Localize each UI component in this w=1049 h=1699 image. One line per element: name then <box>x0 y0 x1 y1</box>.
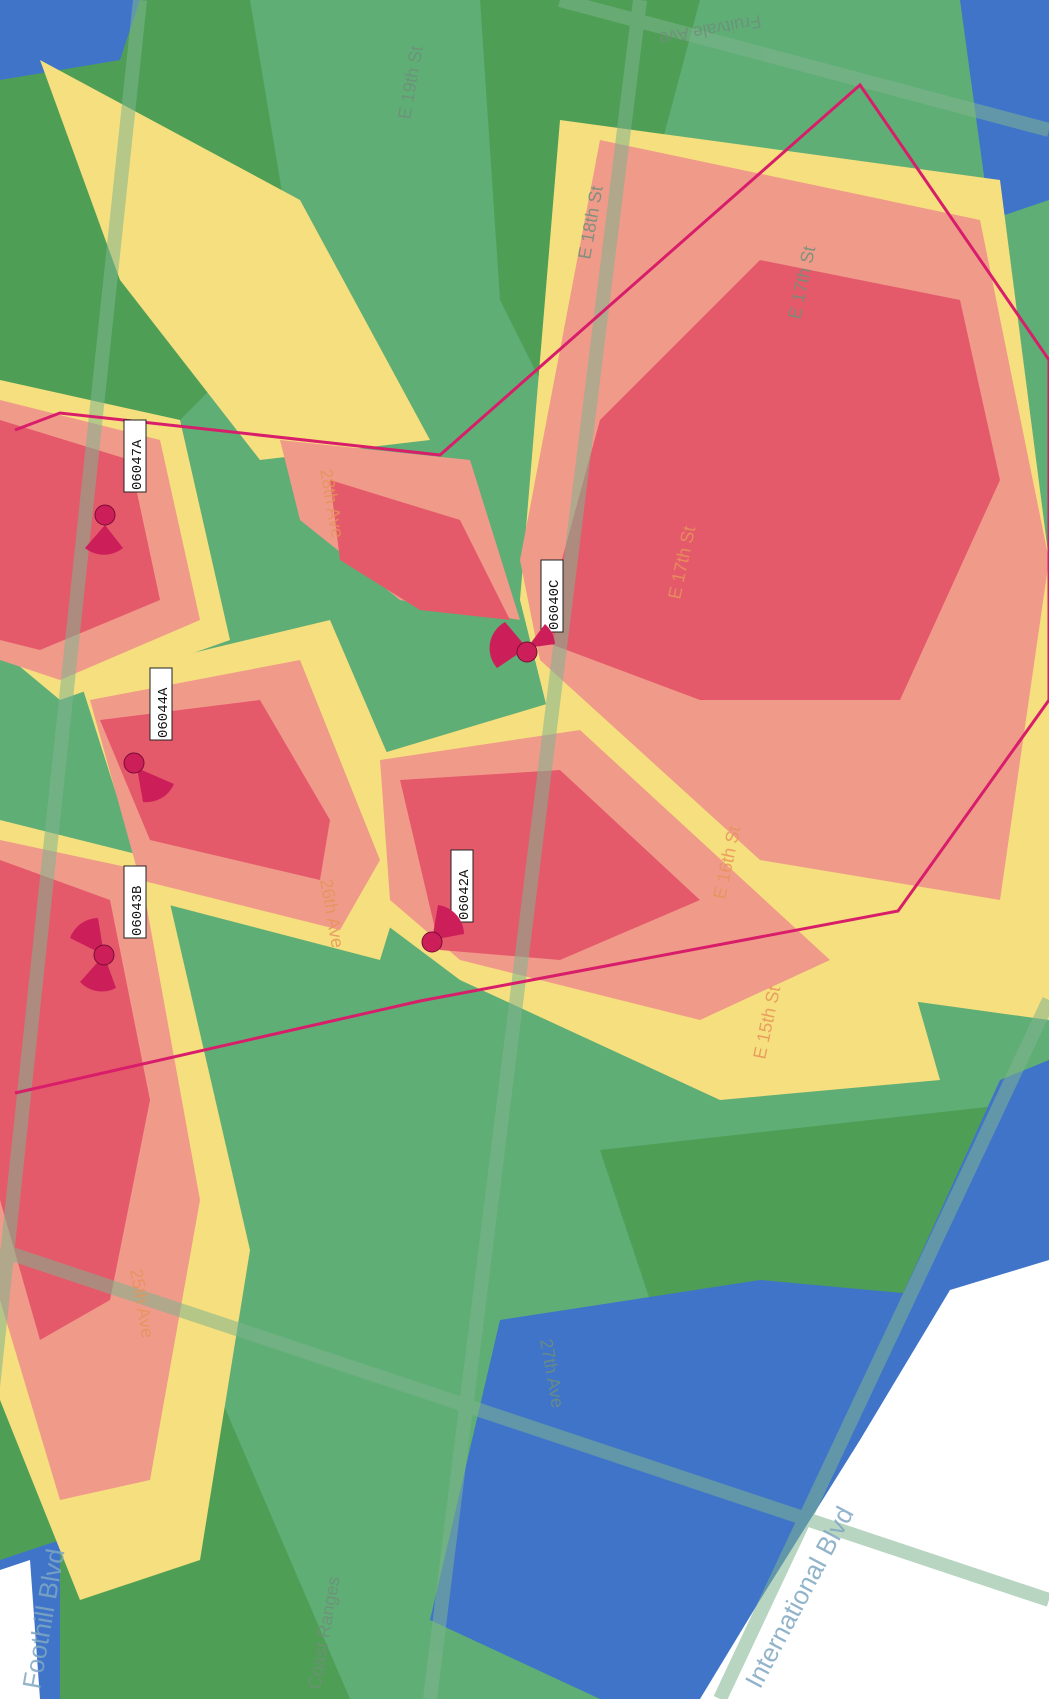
fair-coverage-area <box>40 60 430 460</box>
site-marker-icon <box>421 931 443 953</box>
service-area-boundary <box>14 82 1049 1095</box>
cell-site-06044A[interactable]: 06044A <box>123 667 174 803</box>
site-label-box <box>540 559 564 633</box>
site-label-box <box>450 849 474 923</box>
excellent-coverage-area <box>400 770 700 960</box>
site-id-label: 06042A <box>457 869 473 920</box>
antenna-sector-icon <box>85 525 123 555</box>
cell-site-06047A[interactable]: 06047A <box>85 419 147 555</box>
site-marker-icon <box>516 641 538 663</box>
site-label-box <box>149 667 173 741</box>
excellent-coverage-area <box>330 480 510 620</box>
antenna-sector-icon <box>432 905 464 940</box>
unmapped-area <box>0 1560 40 1699</box>
excellent-coverage-area <box>100 700 330 880</box>
site-marker-icon <box>93 944 115 966</box>
antenna-sector-icon <box>70 918 104 955</box>
site-id-label: 06040C <box>547 580 563 630</box>
site-label-box <box>123 865 147 939</box>
cell-site-06040C[interactable]: 06040C <box>489 559 564 668</box>
site-marker-icon <box>94 504 116 526</box>
cell-site-06043B[interactable]: 06043B <box>70 865 147 992</box>
excellent-coverage-area <box>540 260 1000 700</box>
site-label-box <box>123 419 147 493</box>
site-marker-icon <box>123 752 145 774</box>
antenna-sector-icon <box>489 622 527 668</box>
site-id-label: 06044A <box>156 687 172 738</box>
no-coverage-area <box>960 0 1049 220</box>
no-coverage-area <box>0 0 140 80</box>
cell-site-06042A[interactable]: 06042A <box>421 849 474 953</box>
site-id-label: 06047A <box>130 439 146 490</box>
unmapped-area <box>700 1260 1049 1699</box>
antenna-sector-icon <box>527 624 555 648</box>
antenna-sector-icon <box>137 768 174 803</box>
site-id-label: 06043B <box>130 886 146 936</box>
